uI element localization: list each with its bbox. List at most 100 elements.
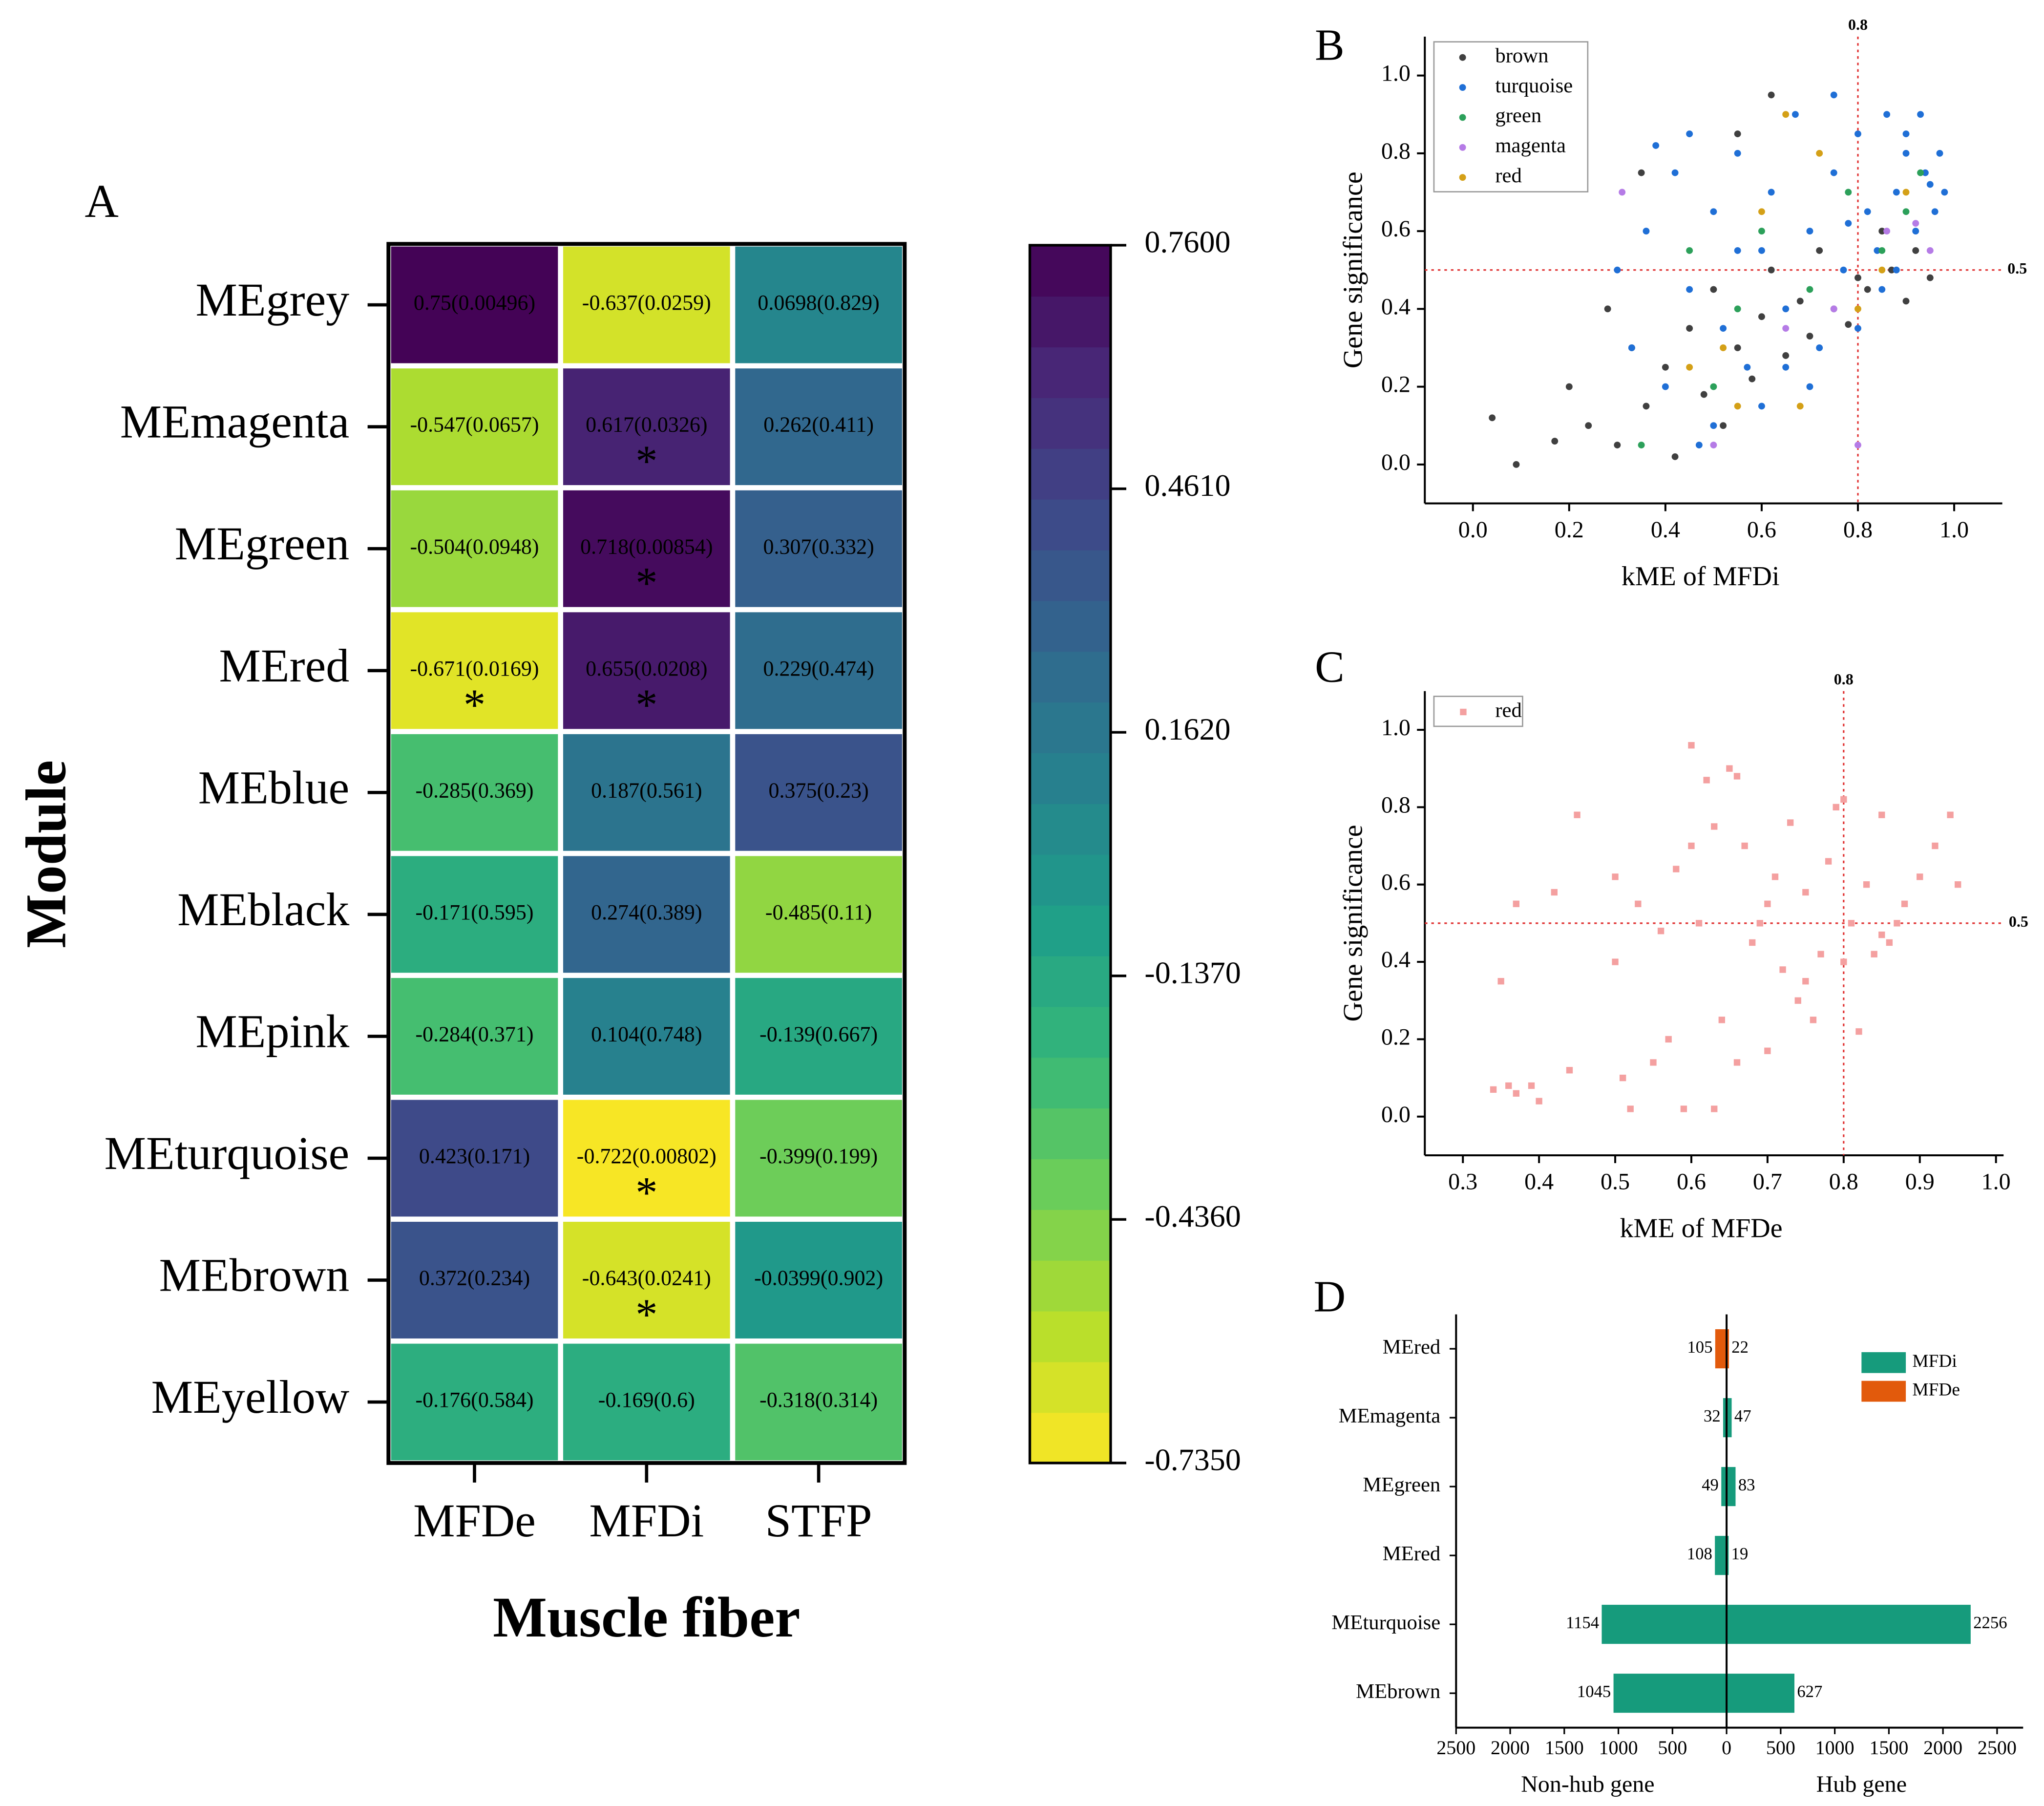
x-axis-label: Hub gene	[1816, 1771, 1907, 1797]
row-label: MEmagenta	[120, 396, 350, 448]
x-tick-label: 2500	[1978, 1737, 2017, 1759]
point	[1688, 842, 1695, 850]
colorbar-step	[1030, 346, 1111, 398]
point	[1932, 842, 1939, 850]
colorbar-step	[1030, 296, 1111, 348]
cell-label: -0.169(0.6)	[598, 1388, 695, 1412]
point	[1878, 811, 1885, 818]
point	[1686, 247, 1693, 254]
x-tick-label: 1500	[1545, 1737, 1584, 1759]
bar	[1721, 1467, 1727, 1507]
value-label: 108	[1687, 1544, 1712, 1563]
colorbar-tick-label: -0.1370	[1144, 955, 1241, 990]
x-tick-label: 0.7	[1753, 1169, 1782, 1195]
point	[1643, 403, 1650, 410]
point	[1505, 1082, 1512, 1089]
column-label: STFP	[765, 1494, 872, 1547]
value-label: 1045	[1577, 1682, 1611, 1701]
colorbar-tick-label: 0.1620	[1144, 712, 1230, 746]
point	[1901, 900, 1908, 907]
point	[1894, 920, 1900, 927]
point	[1536, 1098, 1542, 1105]
point	[1791, 111, 1799, 118]
heatmap-cell	[391, 1343, 558, 1461]
row-label: MEred	[219, 639, 349, 692]
reference-label: 0.5	[2007, 259, 2027, 277]
point	[1926, 181, 1934, 188]
point	[1806, 333, 1813, 340]
point	[1612, 958, 1619, 965]
point	[1710, 422, 1717, 429]
point	[1782, 325, 1790, 332]
panel-label: D	[1314, 1272, 1346, 1321]
legend-marker	[1460, 708, 1467, 716]
row-label: MEgreen	[175, 517, 349, 570]
point	[1768, 189, 1775, 196]
cell-label: -0.643(0.0241)	[582, 1266, 711, 1290]
point	[1802, 977, 1809, 985]
colorbar-step	[1030, 397, 1111, 449]
x-tick-label: 2000	[1923, 1737, 1962, 1759]
cell-label: 0.617(0.0326)	[586, 413, 707, 437]
point	[1673, 866, 1680, 872]
heatmap-cell	[391, 734, 558, 851]
point	[1710, 383, 1717, 390]
legend-label: red	[1495, 699, 1522, 722]
point	[1734, 247, 1741, 254]
value-label: 32	[1704, 1406, 1721, 1425]
colorbar-step	[1030, 905, 1111, 956]
point	[1628, 344, 1635, 351]
heatmap-cell	[391, 612, 558, 729]
bar	[1723, 1398, 1727, 1438]
point	[1528, 1082, 1535, 1089]
x-tick-label: 0.9	[1905, 1169, 1935, 1195]
point	[1733, 1059, 1741, 1066]
x-tick-label: 0.4	[1524, 1169, 1554, 1195]
point	[1734, 403, 1741, 410]
point	[1711, 823, 1718, 830]
point	[1718, 1017, 1726, 1023]
cell-label: -0.547(0.0657)	[410, 413, 539, 437]
colorbar-step	[1030, 1412, 1111, 1464]
point	[1854, 442, 1861, 448]
point	[1513, 900, 1520, 907]
point	[1758, 247, 1765, 254]
column-label: MFDe	[413, 1494, 536, 1547]
point	[1912, 228, 1919, 235]
colorbar-step	[1030, 1107, 1111, 1159]
point	[1864, 208, 1871, 215]
point	[1686, 130, 1693, 137]
x-tick-label: 1000	[1599, 1737, 1638, 1759]
point	[1768, 266, 1775, 274]
cell-label: 0.718(0.00854)	[580, 534, 713, 558]
point	[1741, 842, 1748, 850]
row-label: MEturquoise	[105, 1127, 350, 1179]
point	[1782, 111, 1790, 118]
point	[1926, 274, 1934, 281]
heatmap-cell	[735, 1100, 902, 1217]
point	[1638, 442, 1645, 448]
cell-label: -0.504(0.0948)	[410, 534, 539, 558]
point	[1947, 811, 1954, 818]
point	[1614, 442, 1621, 448]
point	[1671, 169, 1679, 176]
bar	[1715, 1329, 1727, 1369]
point	[1830, 169, 1837, 176]
point	[1686, 325, 1693, 332]
significance-star: *	[635, 558, 657, 608]
value-label: 83	[1738, 1475, 1755, 1494]
point	[1726, 765, 1733, 772]
colorbar-step	[1030, 1209, 1111, 1261]
point	[1902, 297, 1910, 305]
cell-label: -0.318(0.314)	[759, 1388, 878, 1412]
y-tick-label: MEred	[1383, 1542, 1441, 1565]
colorbar-step	[1030, 550, 1111, 601]
point	[1585, 422, 1592, 429]
heatmap-cell	[563, 1343, 730, 1461]
point	[1802, 889, 1809, 896]
legend-marker	[1459, 174, 1466, 181]
y-tick-label: 0.4	[1381, 294, 1411, 319]
value-label: 627	[1797, 1682, 1822, 1701]
legend-frame	[1433, 696, 1523, 727]
heatmap-cell	[735, 1343, 902, 1461]
